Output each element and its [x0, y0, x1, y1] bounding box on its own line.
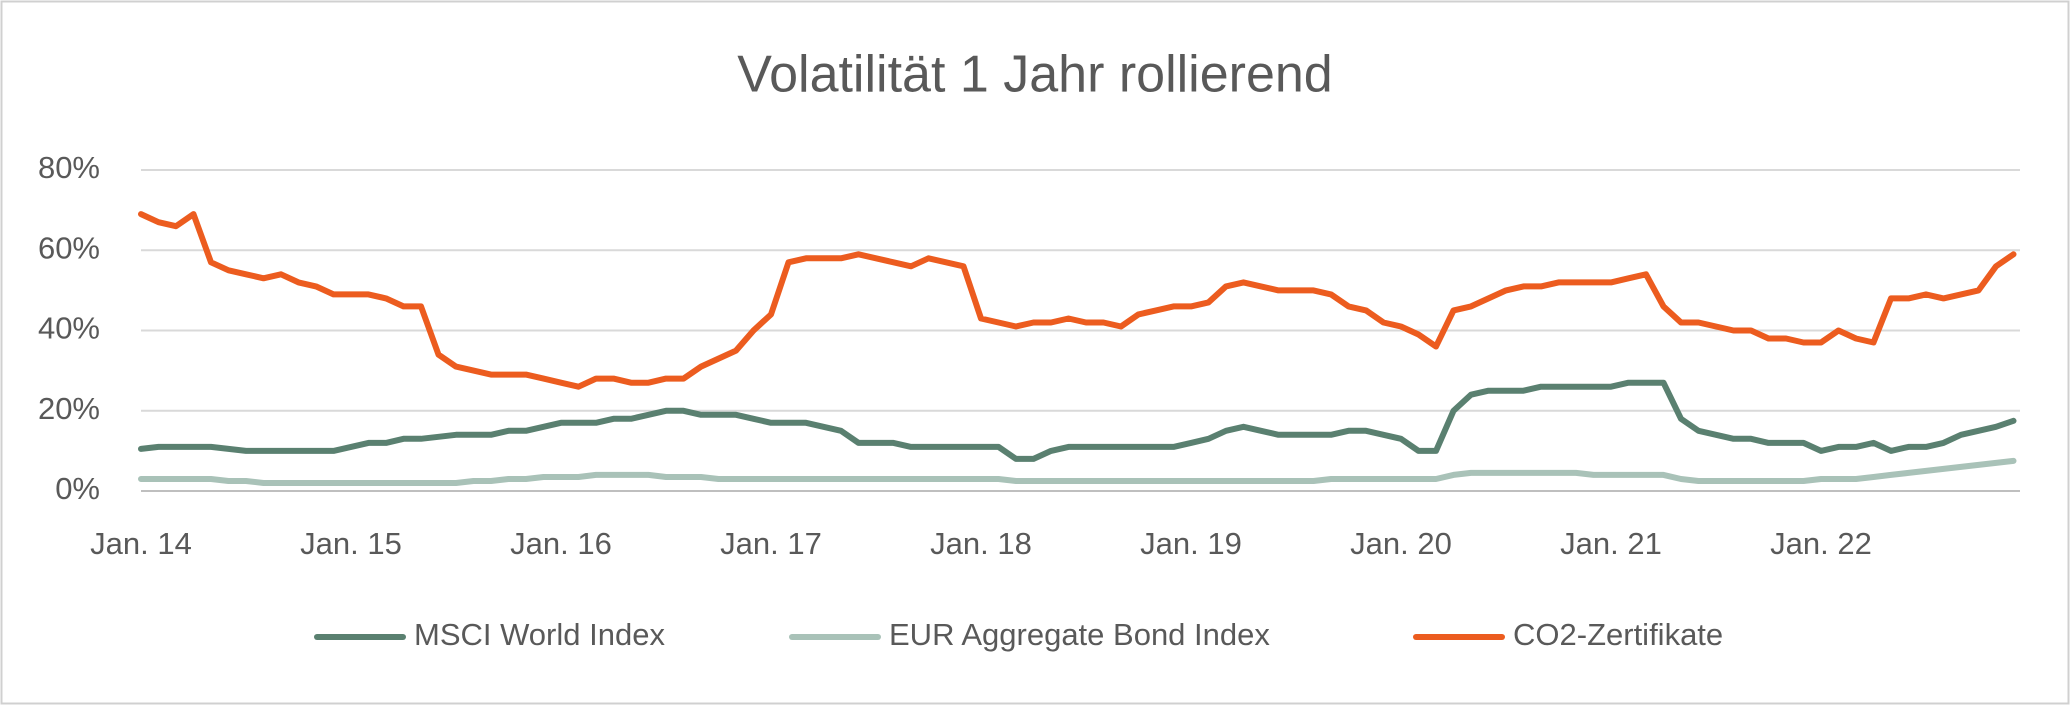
y-tick-label: 0%	[55, 471, 100, 506]
x-tick-label: Jan. 22	[1770, 526, 1872, 561]
series-line	[138, 211, 2017, 390]
legend-label: EUR Aggregate Bond Index	[889, 617, 1270, 652]
x-tick-label: Jan. 21	[1560, 526, 1662, 561]
x-tick-label: Jan. 15	[300, 526, 402, 561]
y-tick-label: 40%	[38, 311, 100, 346]
x-tick-label: Jan. 14	[90, 526, 192, 561]
y-tick-label: 20%	[38, 391, 100, 426]
x-tick-label: Jan. 19	[1140, 526, 1242, 561]
x-tick-label: Jan. 16	[510, 526, 612, 561]
legend-label: MSCI World Index	[414, 617, 665, 652]
x-tick-label: Jan. 18	[930, 526, 1032, 561]
legend-label: CO2-Zertifikate	[1513, 617, 1723, 652]
series-line	[138, 457, 2017, 486]
y-tick-label: 80%	[38, 150, 100, 185]
series-line	[138, 379, 2017, 462]
x-tick-label: Jan. 17	[720, 526, 822, 561]
chart-title: Volatilität 1 Jahr rollierend	[737, 46, 1332, 104]
x-tick-label: Jan. 20	[1350, 526, 1452, 561]
y-tick-label: 60%	[38, 230, 100, 265]
